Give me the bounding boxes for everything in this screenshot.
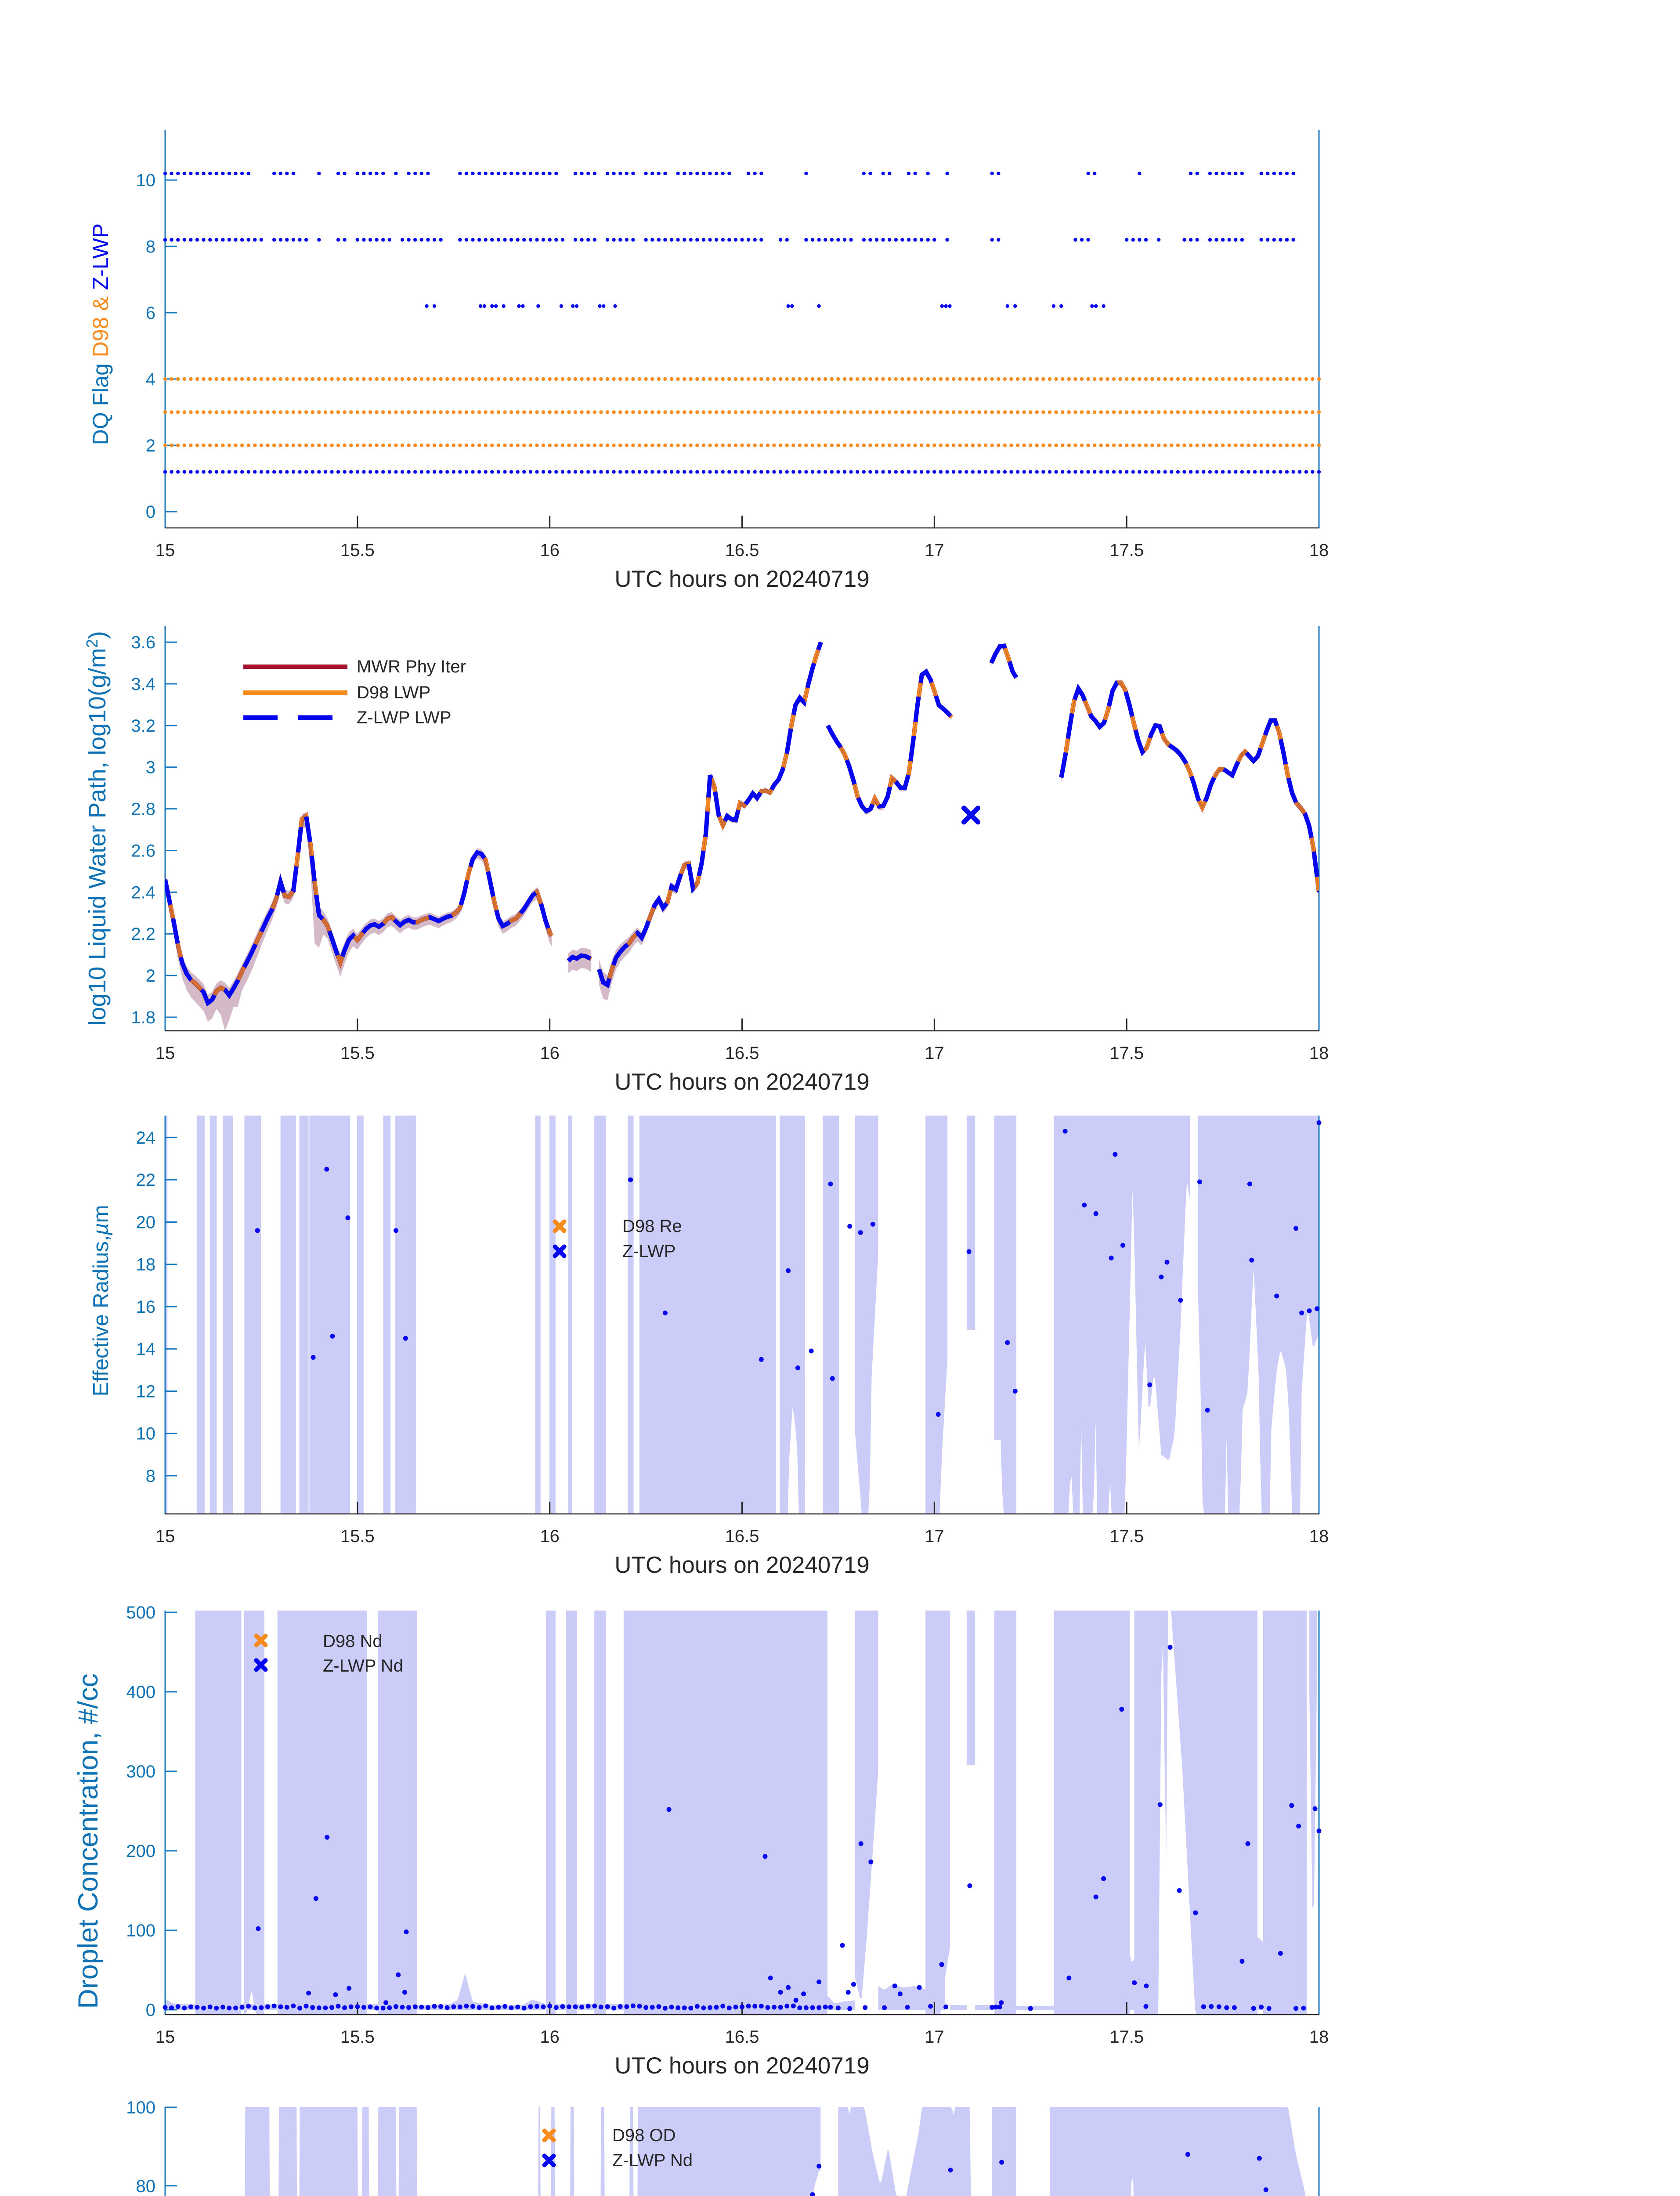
svg-text:2.4: 2.4: [131, 883, 155, 902]
svg-text:16: 16: [540, 1044, 560, 1063]
svg-text:2: 2: [146, 966, 155, 986]
svg-text:17: 17: [925, 1044, 944, 1063]
svg-text:16.5: 16.5: [725, 2027, 759, 2047]
svg-text:20: 20: [136, 1213, 156, 1232]
svg-text:15.5: 15.5: [340, 2027, 375, 2047]
svg-text:200: 200: [126, 1842, 155, 1861]
svg-text:17: 17: [925, 1527, 944, 1546]
svg-text:17: 17: [925, 2027, 944, 2047]
svg-text:400: 400: [126, 1683, 155, 1702]
svg-text:DQ Flag D98 & Z-LWP: DQ Flag D98 & Z-LWP: [88, 224, 113, 445]
svg-text:18: 18: [1309, 1527, 1329, 1546]
svg-text:D98 Re: D98 Re: [622, 1217, 682, 1236]
svg-text:8: 8: [146, 237, 155, 256]
svg-text:17.5: 17.5: [1109, 1044, 1144, 1063]
svg-text:18: 18: [1309, 1044, 1329, 1063]
svg-text:15.5: 15.5: [340, 1044, 375, 1063]
svg-text:Effective Radius,µm: Effective Radius,µm: [89, 1205, 113, 1397]
svg-text:16.5: 16.5: [725, 1527, 759, 1546]
svg-text:18: 18: [1309, 2027, 1329, 2047]
svg-text:3.4: 3.4: [131, 675, 155, 694]
svg-text:14: 14: [136, 1340, 156, 1359]
svg-text:log10 Liquid Water Path, log10: log10 Liquid Water Path, log10(g/m2): [83, 631, 111, 1026]
svg-text:15: 15: [155, 1044, 175, 1063]
svg-text:2.6: 2.6: [131, 841, 155, 860]
svg-text:15: 15: [155, 2027, 175, 2047]
svg-text:D98 OD: D98 OD: [612, 2126, 676, 2145]
svg-text:6: 6: [146, 303, 155, 323]
svg-text:18: 18: [1309, 541, 1329, 560]
svg-text:Droplet Concentration, #/cc: Droplet Concentration, #/cc: [73, 1673, 104, 2008]
svg-text:16.5: 16.5: [725, 541, 759, 560]
svg-text:2.2: 2.2: [131, 925, 155, 944]
svg-text:1.8: 1.8: [131, 1008, 155, 1027]
svg-text:3.6: 3.6: [131, 633, 155, 652]
svg-text:15.5: 15.5: [340, 541, 375, 560]
svg-text:Z-LWP LWP: Z-LWP LWP: [357, 708, 452, 727]
svg-text:Z-LWP: Z-LWP: [622, 1242, 676, 1261]
svg-text:100: 100: [126, 2098, 155, 2117]
svg-text:24: 24: [136, 1128, 156, 1148]
svg-text:15: 15: [155, 541, 175, 560]
svg-text:D98 Nd: D98 Nd: [323, 1632, 383, 1651]
svg-text:15.5: 15.5: [340, 1527, 375, 1546]
svg-text:22: 22: [136, 1170, 156, 1190]
svg-text:100: 100: [126, 1921, 155, 1940]
svg-text:500: 500: [126, 1603, 155, 1622]
svg-text:8: 8: [146, 1466, 155, 1486]
svg-text:16: 16: [540, 541, 560, 560]
svg-text:0: 0: [146, 502, 155, 522]
svg-text:3: 3: [146, 758, 155, 777]
svg-text:17: 17: [925, 541, 944, 560]
svg-text:0: 0: [146, 2001, 155, 2020]
svg-text:17.5: 17.5: [1109, 541, 1144, 560]
svg-text:UTC hours on 20240719: UTC hours on 20240719: [614, 2053, 869, 2079]
svg-text:Z-LWP Nd: Z-LWP Nd: [612, 2151, 693, 2170]
svg-text:2: 2: [146, 436, 155, 455]
svg-text:Z-LWP Nd: Z-LWP Nd: [323, 1656, 403, 1676]
svg-text:80: 80: [136, 2177, 156, 2196]
svg-text:MWR Phy Iter: MWR Phy Iter: [357, 657, 466, 676]
svg-text:18: 18: [136, 1255, 156, 1275]
svg-text:16: 16: [540, 1527, 560, 1546]
svg-text:UTC hours on 20240719: UTC hours on 20240719: [614, 1069, 869, 1095]
svg-text:UTC hours on 20240719: UTC hours on 20240719: [614, 566, 869, 592]
svg-text:UTC hours on 20240719: UTC hours on 20240719: [614, 1552, 869, 1578]
svg-text:3.2: 3.2: [131, 716, 155, 736]
svg-text:2.8: 2.8: [131, 800, 155, 819]
svg-text:15: 15: [155, 1527, 175, 1546]
svg-text:10: 10: [136, 171, 156, 190]
svg-text:16.5: 16.5: [725, 1044, 759, 1063]
svg-text:17.5: 17.5: [1109, 2027, 1144, 2047]
svg-text:12: 12: [136, 1382, 156, 1401]
svg-text:D98 LWP: D98 LWP: [357, 683, 430, 702]
svg-text:16: 16: [540, 2027, 560, 2047]
svg-text:17.5: 17.5: [1109, 1527, 1144, 1546]
svg-text:4: 4: [146, 370, 155, 389]
svg-text:16: 16: [136, 1297, 156, 1317]
svg-text:300: 300: [126, 1762, 155, 1781]
svg-text:10: 10: [136, 1424, 156, 1444]
